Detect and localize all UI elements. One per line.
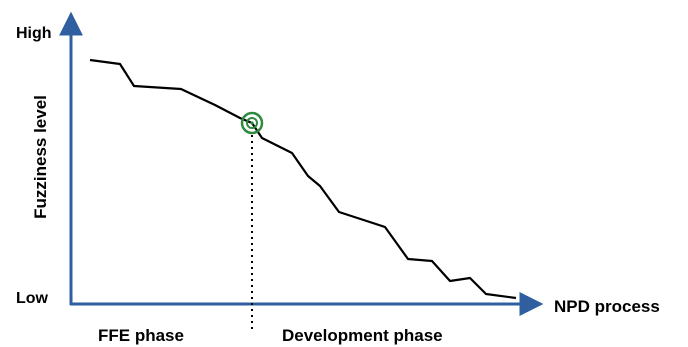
development-phase-label: Development phase — [282, 326, 443, 345]
ffe-phase-label: FFE phase — [98, 326, 184, 345]
x-axis-title: NPD process — [554, 297, 660, 316]
transition-marker-icon — [240, 111, 264, 135]
y-axis-low-label: Low — [16, 290, 49, 307]
fuzziness-curve — [89, 58, 517, 300]
y-axis-high-label: High — [16, 25, 52, 42]
y-axis-title: Fuzziness level — [31, 95, 50, 219]
